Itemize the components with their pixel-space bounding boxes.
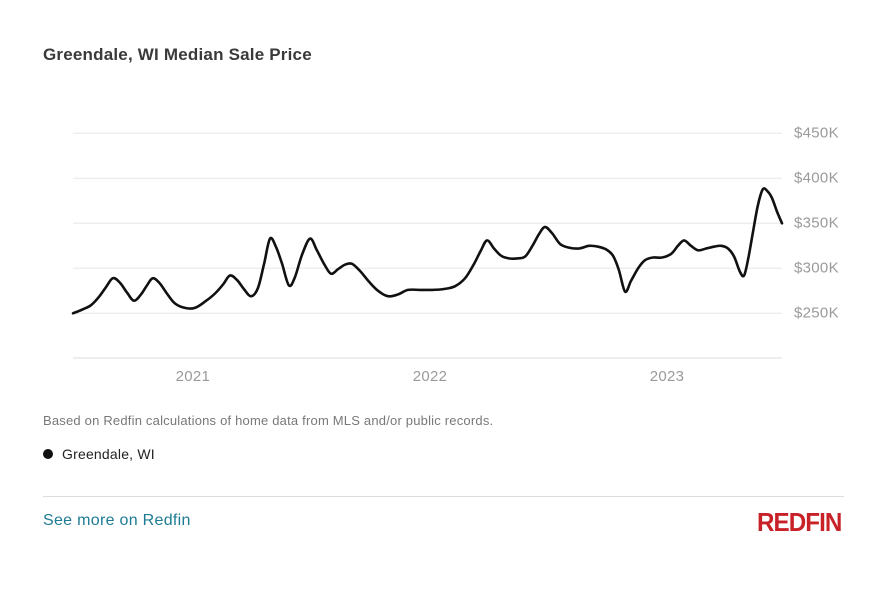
- y-axis-tick-label: $450K: [794, 124, 839, 142]
- redfin-logo: REDFIN: [757, 507, 842, 537]
- median-sale-price-chart: [71, 132, 784, 359]
- x-axis-tick-label: 2021: [175, 368, 211, 385]
- y-axis-tick-label: $400K: [794, 169, 839, 187]
- page-title: Greendale, WI Median Sale Price: [43, 45, 312, 64]
- x-axis-tick-label: 2023: [649, 368, 685, 385]
- grid-lines: [73, 132, 782, 314]
- see-more-link[interactable]: See more on Redfin: [43, 512, 191, 529]
- price-line-series: [71, 187, 784, 315]
- legend: Greendale, WI: [43, 446, 155, 462]
- y-axis-tick-label: $350K: [794, 214, 839, 232]
- legend-dot-icon: [43, 449, 53, 459]
- x-axis-tick-label: 2022: [412, 368, 448, 385]
- footer-divider: [43, 496, 844, 497]
- legend-label: Greendale, WI: [62, 446, 155, 462]
- data-source-footnote: Based on Redfin calculations of home dat…: [43, 413, 494, 428]
- y-axis-tick-label: $300K: [794, 259, 839, 277]
- y-axis-tick-label: $250K: [794, 304, 839, 322]
